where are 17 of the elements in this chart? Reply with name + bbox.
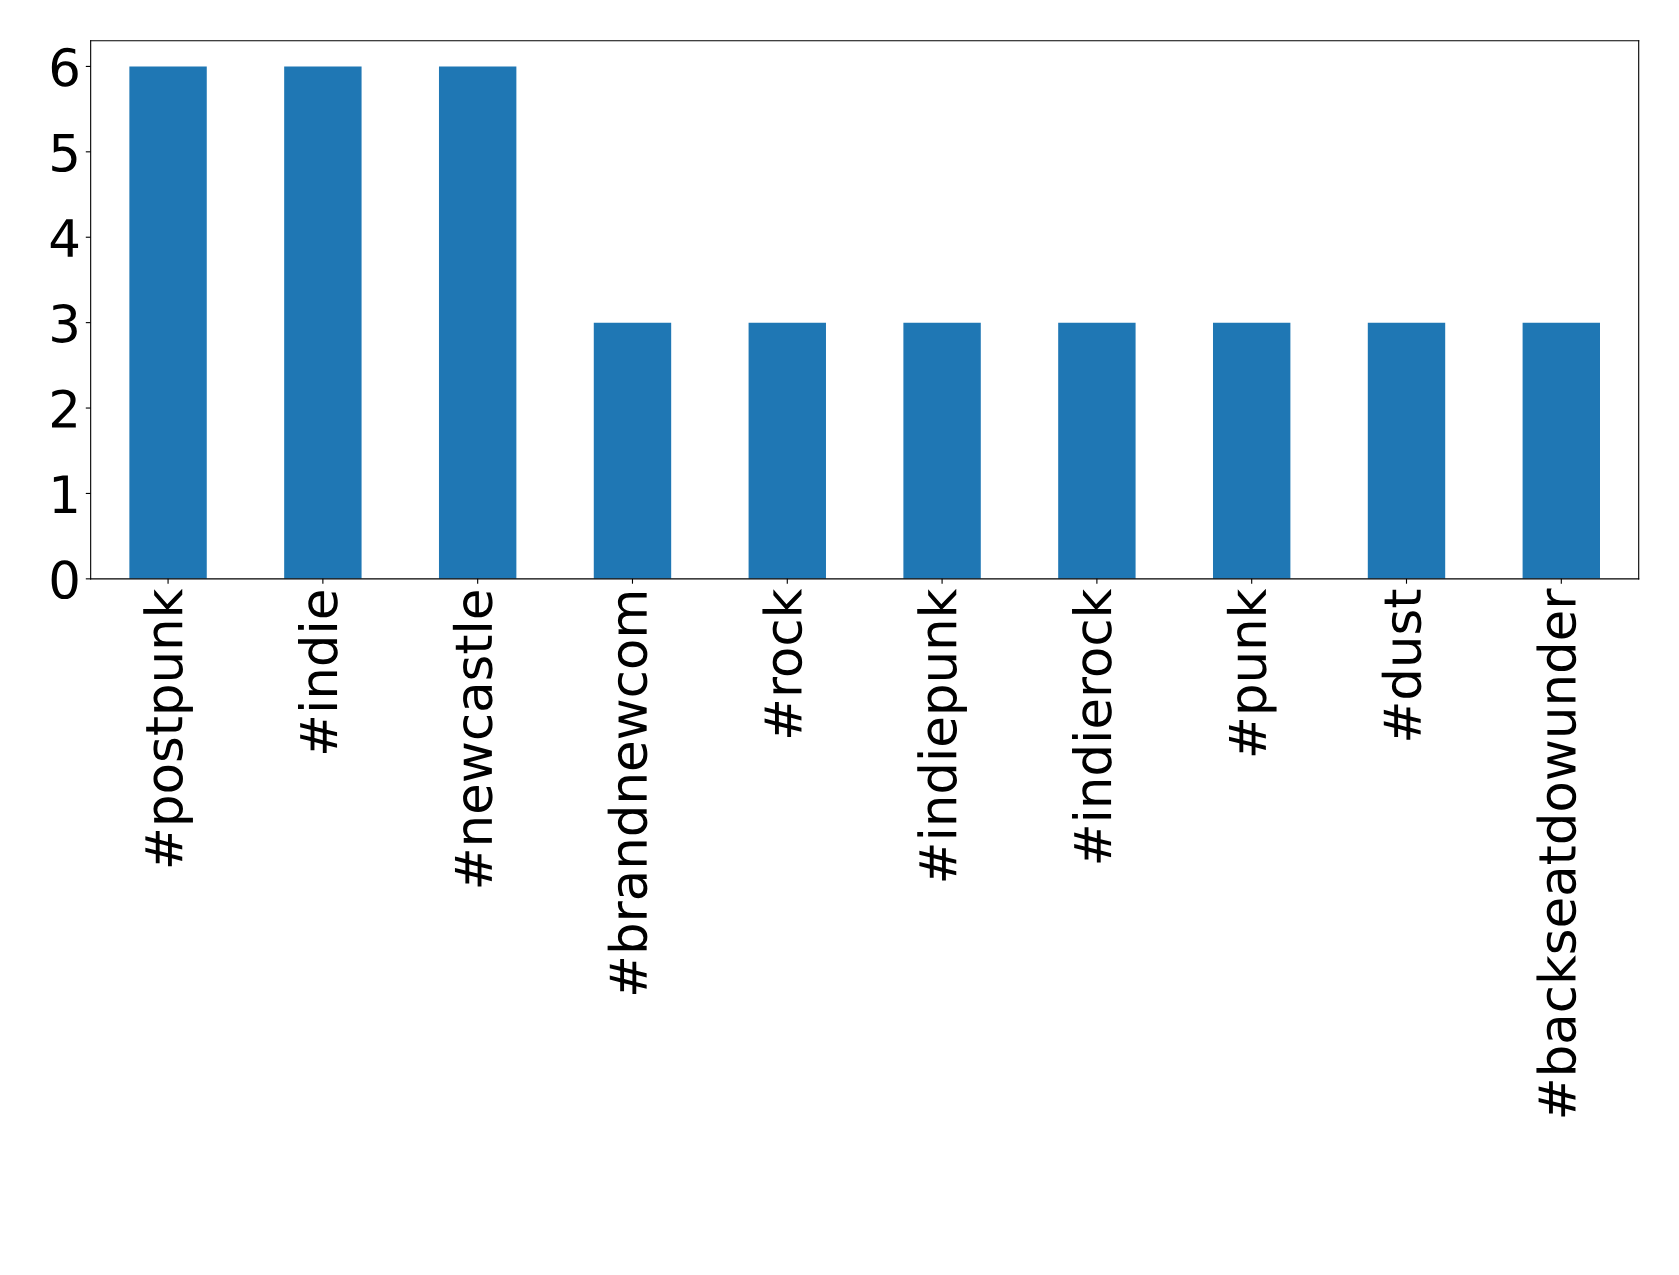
x-tick-label: #indiepunk	[917, 588, 967, 881]
x-tick-label: #newcastle	[452, 591, 493, 887]
y-tick-label: 4	[50, 219, 79, 257]
x-tick-label: #postpunk	[143, 588, 193, 867]
y-tick-label: 5	[52, 133, 77, 173]
x-tick-label: #punk	[1226, 588, 1277, 756]
y-tick-label: 3	[52, 304, 77, 343]
x-tick-label: #dust	[1381, 589, 1422, 740]
y-tick-label: 2	[52, 389, 76, 428]
x-tick-label: #indie	[298, 591, 338, 754]
y-tick-label: 0	[51, 560, 78, 600]
x-tick-label: #rock	[762, 588, 803, 738]
y-tick-label: 1	[53, 475, 77, 513]
y-tick-label: 6	[51, 47, 78, 87]
x-tick-label: #backseatdowunder	[1536, 588, 1577, 1117]
x-tick-label: #indierock	[1072, 588, 1112, 863]
x-tick-label: #brandnewcom	[607, 592, 648, 995]
